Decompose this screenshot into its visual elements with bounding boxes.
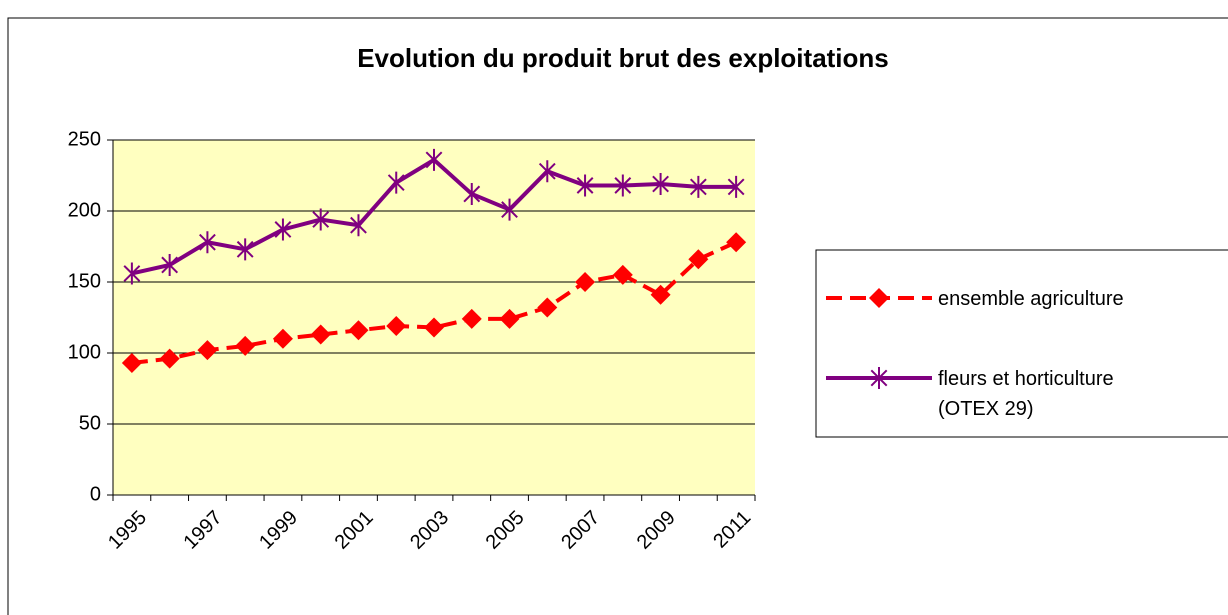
marker bbox=[348, 320, 369, 341]
marker bbox=[274, 218, 292, 241]
marker bbox=[501, 198, 518, 221]
marker bbox=[463, 182, 481, 205]
y-tick-label: 0 bbox=[90, 483, 101, 505]
marker bbox=[576, 174, 594, 197]
marker bbox=[614, 174, 632, 197]
series-line bbox=[131, 240, 737, 365]
marker bbox=[386, 316, 407, 337]
marker bbox=[538, 160, 556, 183]
y-tick-label: 150 bbox=[68, 270, 101, 292]
marker bbox=[310, 324, 331, 345]
marker bbox=[272, 328, 293, 349]
legend-marker bbox=[870, 367, 888, 389]
marker bbox=[726, 232, 747, 253]
marker bbox=[689, 175, 707, 198]
legend-label: fleurs et horticulture (OTEX 29) bbox=[938, 368, 1114, 420]
marker bbox=[387, 171, 405, 194]
marker bbox=[727, 175, 745, 198]
marker bbox=[575, 272, 596, 292]
marker bbox=[652, 173, 669, 196]
legend-marker bbox=[869, 288, 889, 308]
marker bbox=[161, 253, 179, 276]
marker bbox=[461, 308, 482, 329]
marker bbox=[425, 148, 443, 171]
marker bbox=[870, 367, 888, 389]
marker bbox=[312, 208, 330, 231]
marker bbox=[499, 308, 520, 329]
legend-label: ensemble agriculture bbox=[938, 288, 1124, 310]
marker bbox=[537, 297, 558, 318]
marker bbox=[121, 352, 142, 373]
marker bbox=[236, 238, 254, 261]
marker bbox=[159, 348, 180, 369]
y-tick-label: 100 bbox=[68, 341, 101, 363]
y-tick-label: 250 bbox=[68, 128, 101, 150]
marker bbox=[869, 288, 889, 308]
marker bbox=[123, 262, 141, 285]
y-tick-label: 200 bbox=[68, 199, 101, 221]
marker bbox=[350, 214, 367, 237]
marker bbox=[424, 317, 444, 338]
y-tick-label: 50 bbox=[79, 412, 101, 434]
chart-title: Evolution du produit brut des exploitati… bbox=[357, 43, 889, 73]
marker bbox=[199, 231, 216, 254]
marker bbox=[235, 335, 256, 356]
marker bbox=[612, 264, 633, 285]
legend-box bbox=[815, 249, 1228, 438]
marker bbox=[650, 284, 671, 305]
marker bbox=[197, 340, 218, 361]
marker bbox=[688, 249, 709, 270]
